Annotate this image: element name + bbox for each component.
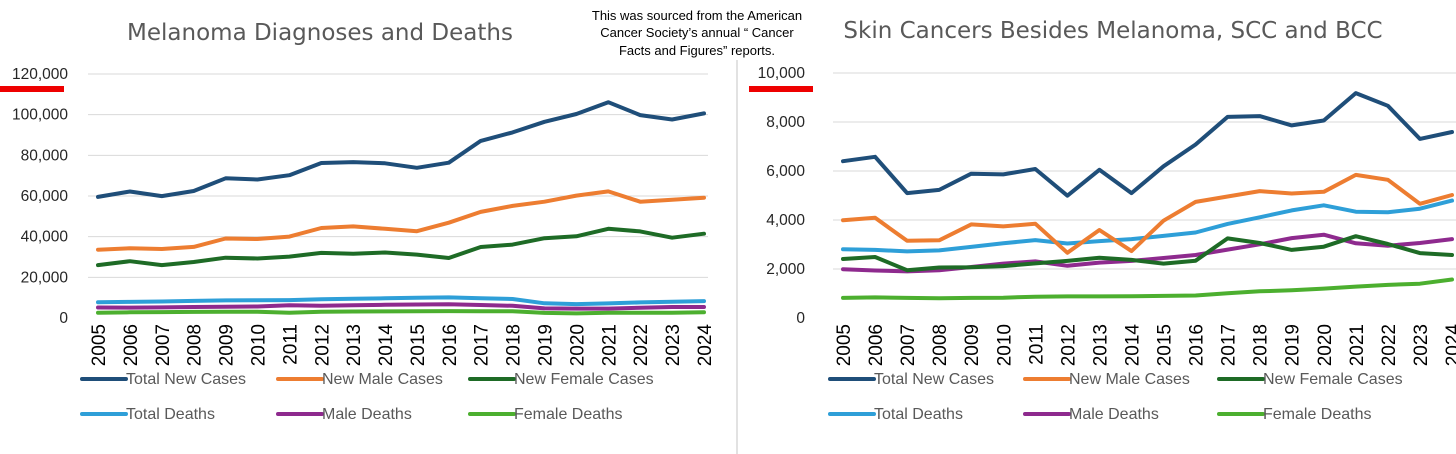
y-tick-label: 10,000 (758, 65, 806, 82)
y-tick-label: 60,000 (21, 188, 69, 205)
y-tick-label: 80,000 (21, 147, 69, 164)
y-tick-label: 100,000 (12, 107, 68, 124)
series-line-total-deaths (96, 295, 706, 307)
red-marker (749, 86, 813, 92)
series-line-male-deaths (841, 232, 1454, 274)
x-tick-label: 2008 (930, 324, 951, 366)
y-tick-label: 6,000 (766, 163, 805, 180)
x-tick-label: 2024 (1443, 324, 1456, 367)
legend-label-male-deaths: Male Deaths (1069, 406, 1159, 423)
x-tick-label: 2015 (1155, 324, 1176, 366)
series-line-new-male-cases (96, 189, 706, 252)
x-tick-label: 2010 (248, 324, 269, 366)
x-tick-label: 2010 (994, 324, 1015, 366)
x-tick-label: 2020 (567, 324, 588, 366)
x-tick-label: 2019 (1283, 324, 1304, 366)
x-tick-label: 2023 (1411, 324, 1432, 366)
legend-label-new-female-cases: New Female Cases (514, 371, 654, 388)
x-tick-label: 2007 (898, 324, 919, 366)
legend-label-female-deaths: Female Deaths (514, 406, 623, 423)
series-line-female-deaths (96, 309, 706, 316)
series-line-new-female-cases (96, 226, 706, 268)
x-tick-label: 2021 (1347, 324, 1368, 366)
x-tick-label: 2022 (631, 324, 652, 366)
legend-label-total-deaths: Total Deaths (126, 406, 215, 423)
series-line-male-deaths (96, 302, 706, 311)
y-tick-label: 4,000 (766, 212, 805, 229)
x-tick-label: 2014 (376, 324, 397, 367)
x-tick-label: 2018 (504, 324, 525, 366)
series-line-new-male-cases (841, 172, 1454, 255)
x-tick-label: 2011 (1026, 324, 1047, 365)
legend-label-male-deaths: Male Deaths (322, 406, 412, 423)
x-tick-label: 2016 (440, 324, 461, 366)
x-tick-label: 2012 (1058, 324, 1079, 366)
source-note-line-2: Cancer Society’s annual “ Cancer (600, 25, 794, 40)
x-tick-label: 2013 (344, 324, 365, 366)
x-tick-label: 2005 (89, 324, 110, 366)
x-tick-label: 2022 (1379, 324, 1400, 366)
series-line-new-female-cases (841, 234, 1454, 273)
source-note-line-1: This was sourced from the American (592, 8, 802, 23)
x-tick-label: 2006 (121, 324, 142, 366)
y-tick-label: 20,000 (21, 269, 69, 286)
series-line-female-deaths (841, 277, 1454, 301)
chart-title: Melanoma Diagnoses and Deaths (127, 20, 513, 46)
x-tick-label: 2023 (663, 324, 684, 366)
x-tick-label: 2014 (1122, 324, 1143, 367)
other-skin-cancers-chart: Skin Cancers Besides Melanoma, SCC and B… (749, 18, 1456, 423)
legend-label-new-female-cases: New Female Cases (1263, 371, 1403, 388)
x-tick-label: 2007 (153, 324, 174, 366)
x-tick-label: 2005 (834, 324, 855, 366)
x-tick-label: 2018 (1251, 324, 1272, 366)
legend-label-female-deaths: Female Deaths (1263, 406, 1372, 423)
x-tick-label: 2008 (185, 324, 206, 366)
x-tick-label: 2009 (962, 324, 983, 366)
x-tick-label: 2024 (695, 324, 716, 367)
legend-label-new-male-cases: New Male Cases (322, 371, 443, 388)
x-tick-label: 2012 (312, 324, 333, 366)
source-note-line-3: Facts and Figures” reports. (619, 43, 775, 58)
red-marker (0, 86, 64, 92)
legend-label-total-deaths: Total Deaths (874, 406, 963, 423)
chart-title: Skin Cancers Besides Melanoma, SCC and B… (843, 18, 1382, 44)
melanoma-chart: Melanoma Diagnoses and Deaths 0 20,000 40,0… (0, 20, 716, 423)
y-tick-label: 2,000 (766, 261, 805, 278)
legend-label-total-new-cases: Total New Cases (126, 371, 246, 388)
x-tick-label: 2019 (536, 324, 557, 366)
y-tick-label: 0 (796, 310, 805, 327)
series-line-total-new-cases (841, 91, 1454, 198)
x-tick-label: 2016 (1187, 324, 1208, 366)
y-tick-label: 40,000 (21, 229, 69, 246)
x-tick-label: 2017 (472, 324, 493, 366)
y-tick-label: 0 (59, 310, 68, 327)
x-tick-label: 2011 (280, 324, 301, 365)
series-line-total-new-cases (96, 100, 706, 199)
x-tick-label: 2006 (866, 324, 887, 366)
y-tick-label: 120,000 (12, 66, 68, 83)
legend-label-new-male-cases: New Male Cases (1069, 371, 1190, 388)
x-tick-label: 2009 (217, 324, 238, 366)
x-tick-label: 2015 (408, 324, 429, 366)
x-tick-label: 2013 (1090, 324, 1111, 366)
x-tick-label: 2021 (599, 324, 620, 366)
x-tick-label: 2017 (1219, 324, 1240, 366)
legend-label-total-new-cases: Total New Cases (874, 371, 994, 388)
x-tick-label: 2020 (1315, 324, 1336, 366)
y-tick-label: 8,000 (766, 114, 805, 131)
